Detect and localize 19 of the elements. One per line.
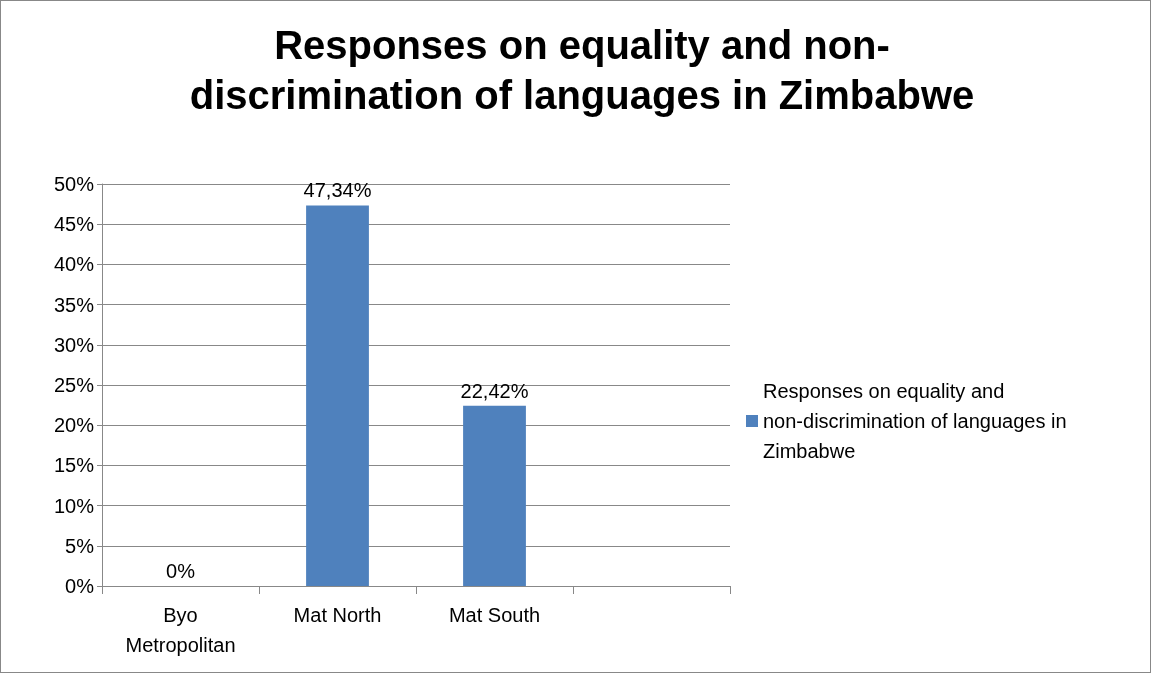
x-tick-label: Mat North [293, 604, 382, 626]
x-tick-label: Mat South [448, 604, 541, 626]
data-label: 47,34% [303, 179, 372, 202]
y-tick-label: 0% [65, 575, 95, 597]
y-tick-label: 20% [53, 414, 95, 437]
legend-label: Responses on equality and non-discrimination of languages in Zimbabwe [763, 380, 1073, 462]
y-tick-label: 15% [53, 454, 95, 477]
y-tick-label: 10% [53, 494, 95, 517]
y-tick-label: 40% [53, 253, 95, 276]
data-label: 22,42% [460, 379, 529, 402]
x-tick-label: Byo Metropolitan [125, 604, 236, 656]
y-tick-label: 50% [53, 173, 95, 195]
y-tick-label: 30% [53, 333, 95, 356]
y-tick-label: 45% [53, 213, 95, 236]
y-tick-label: 35% [53, 293, 95, 316]
y-tick-label: 5% [65, 534, 95, 557]
y-tick-label: 25% [53, 374, 95, 396]
data-label: 0% [166, 560, 196, 582]
chart-title: Responses on equality and non- discrimination of languages in Zimbabwe [189, 23, 975, 117]
